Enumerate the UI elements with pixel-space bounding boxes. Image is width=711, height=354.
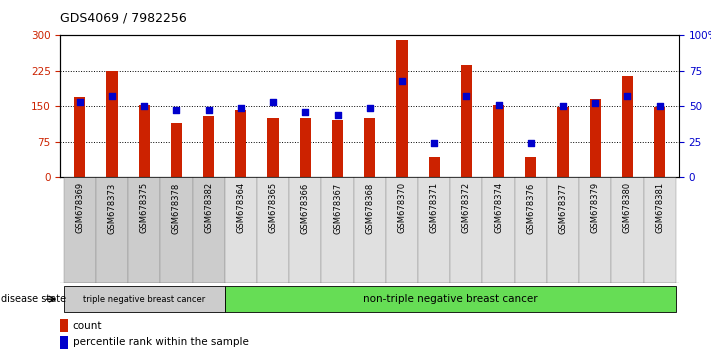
Bar bbox=[60, 336, 68, 349]
Text: GSM678378: GSM678378 bbox=[172, 182, 181, 234]
Point bbox=[332, 112, 343, 118]
Point bbox=[589, 101, 601, 106]
Text: GSM678381: GSM678381 bbox=[655, 182, 664, 233]
Bar bbox=[332, 120, 343, 177]
Point bbox=[429, 140, 440, 146]
Text: GSM678364: GSM678364 bbox=[236, 182, 245, 233]
Point bbox=[74, 99, 85, 105]
Bar bbox=[557, 107, 569, 177]
Bar bbox=[64, 177, 96, 283]
Text: GSM678376: GSM678376 bbox=[526, 182, 535, 234]
Bar bbox=[160, 177, 193, 283]
Bar bbox=[622, 75, 633, 177]
Point bbox=[139, 103, 150, 109]
Bar bbox=[257, 177, 289, 283]
Bar bbox=[525, 157, 536, 177]
Bar bbox=[364, 118, 375, 177]
Text: GSM678372: GSM678372 bbox=[462, 182, 471, 233]
Bar bbox=[515, 177, 547, 283]
Bar bbox=[547, 177, 579, 283]
Bar bbox=[396, 40, 407, 177]
Text: triple negative breast cancer: triple negative breast cancer bbox=[83, 295, 205, 304]
Bar bbox=[353, 177, 386, 283]
Bar bbox=[193, 177, 225, 283]
Text: GSM678369: GSM678369 bbox=[75, 182, 85, 233]
Bar bbox=[483, 177, 515, 283]
Bar bbox=[493, 105, 504, 177]
Text: non-triple negative breast cancer: non-triple negative breast cancer bbox=[363, 294, 538, 304]
Text: GSM678368: GSM678368 bbox=[365, 182, 374, 234]
Point bbox=[364, 105, 375, 110]
Bar bbox=[299, 118, 311, 177]
Bar bbox=[128, 177, 160, 283]
Bar bbox=[107, 71, 117, 177]
Point bbox=[396, 78, 407, 84]
Bar bbox=[579, 177, 611, 283]
Bar bbox=[654, 107, 665, 177]
Bar bbox=[429, 157, 440, 177]
Point bbox=[557, 103, 569, 109]
Bar bbox=[60, 319, 68, 332]
Point bbox=[106, 93, 117, 99]
Bar bbox=[139, 105, 150, 177]
Bar bbox=[235, 109, 247, 177]
Bar bbox=[225, 286, 675, 312]
Bar bbox=[64, 286, 225, 312]
Point bbox=[525, 140, 537, 146]
Point bbox=[203, 108, 214, 113]
Text: GSM678373: GSM678373 bbox=[107, 182, 117, 234]
Bar bbox=[418, 177, 450, 283]
Text: GSM678365: GSM678365 bbox=[269, 182, 277, 233]
Point bbox=[493, 102, 504, 108]
Text: GSM678377: GSM678377 bbox=[559, 182, 567, 234]
Bar bbox=[450, 177, 483, 283]
Text: GSM678382: GSM678382 bbox=[204, 182, 213, 233]
Text: GSM678371: GSM678371 bbox=[429, 182, 439, 233]
Bar bbox=[461, 65, 472, 177]
Point bbox=[267, 99, 279, 105]
Bar bbox=[225, 177, 257, 283]
Bar bbox=[643, 177, 675, 283]
Text: GSM678370: GSM678370 bbox=[397, 182, 407, 233]
Text: GSM678380: GSM678380 bbox=[623, 182, 632, 233]
Bar bbox=[74, 97, 85, 177]
Text: GSM678375: GSM678375 bbox=[139, 182, 149, 233]
Bar bbox=[171, 123, 182, 177]
Point bbox=[235, 105, 247, 110]
Bar bbox=[203, 116, 214, 177]
Point bbox=[171, 108, 182, 113]
Text: count: count bbox=[73, 321, 102, 331]
Bar bbox=[289, 177, 321, 283]
Bar bbox=[321, 177, 353, 283]
Text: GSM678367: GSM678367 bbox=[333, 182, 342, 234]
Bar bbox=[96, 177, 128, 283]
Bar bbox=[589, 99, 601, 177]
Bar bbox=[267, 118, 279, 177]
Point bbox=[461, 93, 472, 99]
Text: GDS4069 / 7982256: GDS4069 / 7982256 bbox=[60, 12, 187, 25]
Point bbox=[621, 93, 633, 99]
Text: GSM678366: GSM678366 bbox=[301, 182, 310, 234]
Point bbox=[299, 109, 311, 115]
Text: percentile rank within the sample: percentile rank within the sample bbox=[73, 337, 248, 347]
Bar bbox=[386, 177, 418, 283]
Text: disease state: disease state bbox=[1, 294, 66, 304]
Point bbox=[654, 103, 665, 109]
Text: GSM678379: GSM678379 bbox=[591, 182, 600, 233]
Text: GSM678374: GSM678374 bbox=[494, 182, 503, 233]
Bar bbox=[611, 177, 643, 283]
